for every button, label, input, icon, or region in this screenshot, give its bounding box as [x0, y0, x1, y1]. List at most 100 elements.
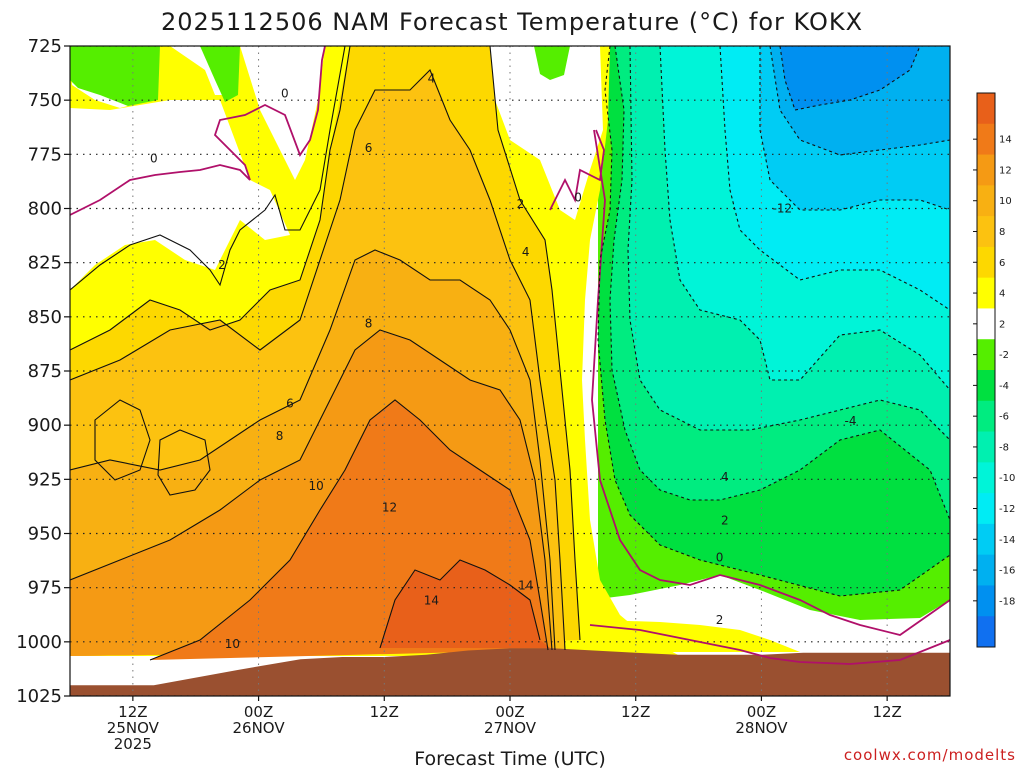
- contour-label: 10: [309, 479, 324, 493]
- svg-text:2: 2: [716, 613, 724, 627]
- y-tick-label: 950: [28, 524, 62, 545]
- colorbar-swatch: [977, 370, 995, 402]
- colorbar-label: -12: [999, 504, 1015, 515]
- colorbar-label: -10: [999, 473, 1015, 484]
- contour-label: 8: [276, 429, 284, 443]
- colorbar-swatch: [977, 554, 995, 586]
- zero-contour-upper: [70, 46, 326, 216]
- svg-text:0: 0: [574, 191, 582, 205]
- svg-text:4: 4: [721, 470, 729, 484]
- svg-text:0: 0: [150, 152, 158, 166]
- svg-text:2: 2: [721, 514, 729, 528]
- field-minus2-top2: [200, 46, 240, 102]
- contour-label: -4: [844, 414, 856, 428]
- contour-label: 2: [517, 197, 525, 211]
- x-tick-label: 26NOV: [233, 719, 286, 737]
- svg-text:8: 8: [276, 429, 284, 443]
- chart-title: 2025112506 NAM Forecast Temperature (°C)…: [161, 8, 863, 36]
- contour-label: 6: [365, 141, 373, 155]
- svg-text:10: 10: [225, 637, 240, 651]
- colorbar-swatch: [977, 400, 995, 433]
- negative-contours: [597, 46, 950, 597]
- x-tick-label: 00Z: [747, 703, 776, 721]
- x-tick-label: 28NOV: [735, 719, 788, 737]
- colorbar-label: -4: [999, 381, 1009, 392]
- y-tick-label: 725: [28, 36, 62, 57]
- x-tick-label: 12Z: [370, 703, 399, 721]
- colorbar-label: -16: [999, 566, 1015, 577]
- svg-text:4: 4: [428, 72, 436, 86]
- colorbar-label: 14: [999, 135, 1012, 146]
- contour-label: 8: [365, 316, 373, 330]
- contour-label: 2: [716, 613, 724, 627]
- contour-label: 0: [281, 87, 289, 101]
- contour-label: 0: [150, 152, 158, 166]
- y-tick-label: 975: [28, 578, 62, 599]
- colorbar-swatch: [977, 339, 995, 371]
- colorbar-swatch: [977, 308, 995, 340]
- colorbar-label: 4: [999, 289, 1005, 300]
- field-minus2-top3: [534, 46, 570, 80]
- colorbar-swatch: [977, 462, 995, 494]
- colorbar-label: -2: [999, 350, 1009, 361]
- contour-label: 14: [424, 594, 439, 608]
- contour-label: 4: [721, 470, 729, 484]
- svg-text:2: 2: [517, 197, 525, 211]
- colorbar-swatch: [977, 523, 995, 556]
- colorbar-swatch: [977, 246, 995, 279]
- colorbar-swatch: [977, 585, 995, 617]
- svg-text:-12: -12: [773, 202, 793, 216]
- svg-text:12: 12: [382, 501, 397, 515]
- svg-text:14: 14: [424, 594, 439, 608]
- x-tick-label: 2025: [114, 735, 152, 753]
- svg-text:14: 14: [518, 579, 533, 593]
- y-tick-label: 825: [28, 253, 62, 274]
- grid-lines: [70, 46, 950, 696]
- x-axis-title: Forecast Time (UTC): [414, 748, 605, 768]
- field-minus2-topleft: [70, 46, 160, 106]
- contour-label: 6: [286, 397, 294, 411]
- colorbar-swatch: [977, 277, 995, 309]
- zero-contour-lower: [589, 624, 950, 665]
- colorbar-label: 12: [999, 165, 1012, 176]
- svg-text:6: 6: [365, 141, 373, 155]
- x-tick-label: 12Z: [621, 703, 650, 721]
- colorbar-swatch: [977, 93, 995, 125]
- colorbar-swatch: [977, 616, 995, 648]
- contour-label: 0: [716, 550, 724, 564]
- colorbar-label: 6: [999, 258, 1005, 269]
- colorbar-label: 10: [999, 196, 1012, 207]
- contour-label: -12: [773, 202, 793, 216]
- colorbar-swatch: [977, 154, 995, 186]
- colorbar-label: -8: [999, 442, 1009, 453]
- ground-below-surface: [70, 648, 950, 696]
- y-tick-label: 1000: [16, 632, 62, 653]
- x-tick-label: 00Z: [244, 703, 273, 721]
- zero-contour-mid: [549, 129, 605, 211]
- y-tick-label: 1025: [16, 686, 62, 707]
- colorbar-label: -6: [999, 412, 1009, 423]
- svg-text:4: 4: [522, 245, 530, 259]
- colorbar: 14 12 10 8 6 4 2 -2 -4 -6 -8 -10 -12 -14 -16 -18: [973, 92, 1015, 648]
- svg-text:8: 8: [365, 316, 373, 330]
- positive-contours: [70, 46, 581, 661]
- zero-contour-front: [591, 129, 950, 636]
- x-tick-label: 12Z: [118, 703, 147, 721]
- contour-label: 14: [518, 579, 533, 593]
- field-minus18: [780, 46, 920, 110]
- svg-text:0: 0: [716, 550, 724, 564]
- colorbar-swatch: [977, 431, 995, 463]
- field-plus14: [380, 560, 550, 648]
- contour-label: 0: [574, 191, 582, 205]
- y-axis: 725 750 775 800 825 850 875 900 925 950 975 1000 102…: [16, 36, 70, 707]
- y-tick-label: 900: [28, 415, 62, 436]
- colorbar-label: 2: [999, 319, 1005, 330]
- contour-label: 12: [382, 501, 397, 515]
- colorbar-label: 8: [999, 227, 1005, 238]
- colorbar-border: [976, 92, 996, 648]
- plot-area: 0 0 0 0 2 2 2 2 4 4 4 -4 -12 6 6 8 8 10 10 12 14 14: [70, 46, 950, 696]
- svg-text:6: 6: [286, 397, 294, 411]
- credit-text: coolwx.com/modelts: [844, 746, 1016, 764]
